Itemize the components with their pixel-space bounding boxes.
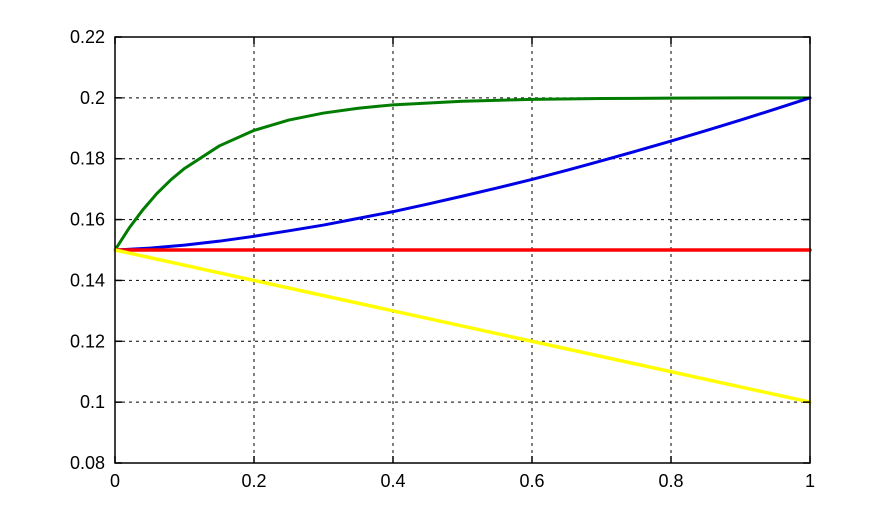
x-tick-label: 0.2 (241, 471, 266, 491)
y-tick-label: 0.18 (70, 149, 105, 169)
y-tick-label: 0.1 (80, 392, 105, 412)
y-tick-label: 0.12 (70, 331, 105, 351)
x-tick-label: 0 (110, 471, 120, 491)
x-tick-label: 0.4 (380, 471, 405, 491)
axes-box (114, 36, 811, 464)
x-tick-label: 1 (805, 471, 815, 491)
x-tick-label: 0.8 (658, 471, 683, 491)
y-tick-label: 0.22 (70, 27, 105, 47)
x-tick-label: 0.6 (519, 471, 544, 491)
y-tick-label: 0.08 (70, 453, 105, 473)
y-tick-label: 0.16 (70, 210, 105, 230)
y-tick-label: 0.14 (70, 270, 105, 290)
series-line-yellow-linear-decline (113, 248, 812, 404)
series-line-green-exponential-saturation (113, 96, 812, 252)
series-line-blue-convex-growth (113, 96, 812, 252)
y-tick-label: 0.2 (80, 88, 105, 108)
